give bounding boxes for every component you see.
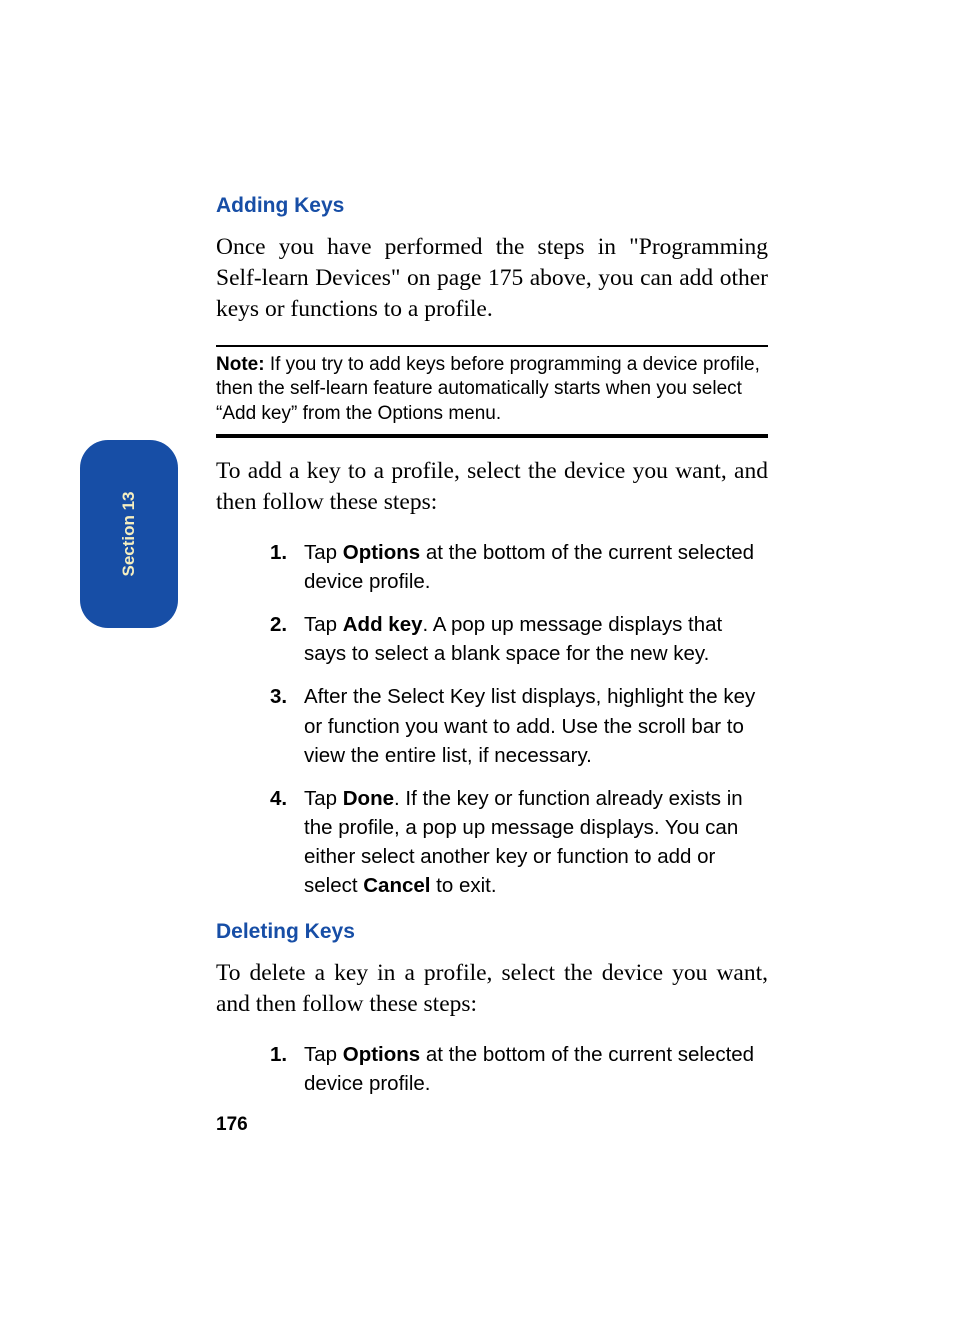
note-body: If you try to add keys before programmin…: [216, 354, 760, 424]
page-content: Adding Keys Once you have performed the …: [216, 194, 768, 1118]
list-item: 2. Tap Add key. A pop up message display…: [270, 610, 768, 668]
section-tab: Section 13: [80, 440, 178, 628]
deleting-intro: To delete a key in a profile, select the…: [216, 958, 768, 1020]
step-text-pre: Tap: [304, 613, 343, 636]
deleting-steps-list: 1. Tap Options at the bottom of the curr…: [216, 1040, 768, 1098]
step-text-bold: Options: [343, 541, 420, 564]
heading-adding-keys: Adding Keys: [216, 194, 768, 218]
step-text-bold: Done: [343, 787, 394, 810]
step-text-post: After the Select Key list displays, high…: [304, 685, 755, 766]
note-label: Note:: [216, 354, 265, 375]
step-text-pre: Tap: [304, 787, 343, 810]
step-number: 4.: [270, 784, 287, 813]
step-number: 3.: [270, 682, 287, 711]
note-box: Note: If you try to add keys before prog…: [216, 345, 768, 438]
adding-steps-list: 1. Tap Options at the bottom of the curr…: [216, 538, 768, 900]
list-item: 3. After the Select Key list displays, h…: [270, 682, 768, 769]
list-item: 4. Tap Done. If the key or function alre…: [270, 784, 768, 900]
adding-intro: Once you have performed the steps in "Pr…: [216, 232, 768, 325]
step-text-bold: Options: [343, 1043, 420, 1066]
list-item: 1. Tap Options at the bottom of the curr…: [270, 1040, 768, 1098]
step-text-pre: Tap: [304, 541, 343, 564]
page-number: 176: [216, 1114, 248, 1136]
section-tab-label: Section 13: [119, 491, 139, 576]
step-text-bold2: Cancel: [363, 874, 430, 897]
heading-deleting-keys: Deleting Keys: [216, 920, 768, 944]
step-text-post2: to exit.: [430, 874, 496, 897]
step-text-bold: Add key: [343, 613, 423, 636]
list-item: 1. Tap Options at the bottom of the curr…: [270, 538, 768, 596]
step-number: 1.: [270, 538, 287, 567]
adding-leadin: To add a key to a profile, select the de…: [216, 456, 768, 518]
step-number: 2.: [270, 610, 287, 639]
step-text-pre: Tap: [304, 1043, 343, 1066]
step-number: 1.: [270, 1040, 287, 1069]
